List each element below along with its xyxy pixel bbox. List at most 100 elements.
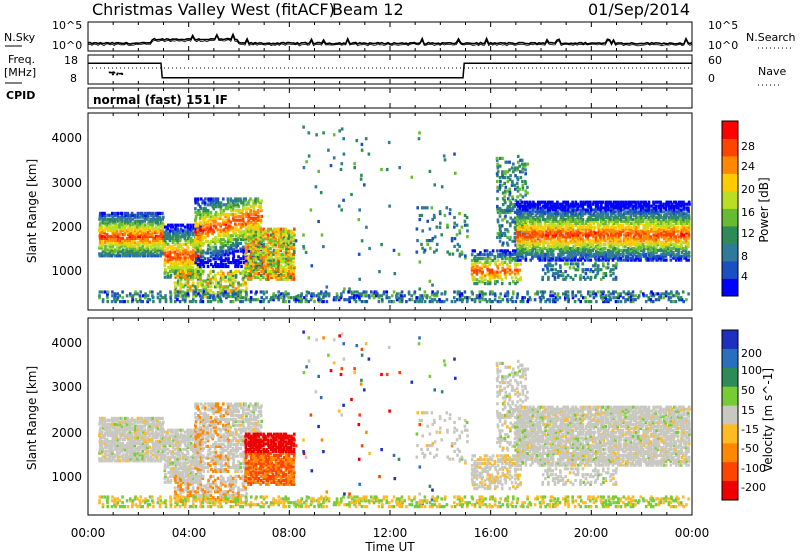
power-cell bbox=[139, 240, 143, 244]
power-cell bbox=[614, 235, 618, 239]
power-cell bbox=[137, 250, 140, 254]
power-cell bbox=[98, 227, 101, 231]
power-cell bbox=[272, 275, 276, 279]
power-cell bbox=[333, 296, 336, 300]
power-cell bbox=[678, 214, 681, 218]
power-cell bbox=[512, 204, 515, 209]
power-cell bbox=[602, 231, 606, 235]
power-cell bbox=[156, 231, 159, 235]
power-cell bbox=[664, 227, 668, 231]
power-cell bbox=[569, 216, 572, 220]
power-cell bbox=[672, 250, 675, 254]
power-cell bbox=[639, 206, 643, 210]
power-cell bbox=[480, 272, 484, 276]
power-cell bbox=[518, 204, 522, 208]
power-cell bbox=[189, 262, 192, 266]
power-cell bbox=[531, 231, 534, 235]
power-cell bbox=[121, 252, 125, 256]
power-cell bbox=[594, 245, 598, 249]
power-cell bbox=[281, 252, 285, 256]
power-cell bbox=[662, 216, 665, 220]
power-cell bbox=[680, 221, 683, 225]
power-cell bbox=[536, 212, 539, 216]
power-cell bbox=[179, 256, 182, 260]
power-cell bbox=[196, 283, 200, 287]
power-cell bbox=[270, 235, 273, 239]
power-cell bbox=[254, 258, 258, 262]
power-cell bbox=[470, 272, 474, 276]
power-cell bbox=[119, 300, 122, 304]
power-cell bbox=[149, 223, 152, 227]
power-cell bbox=[609, 256, 613, 260]
power-cell bbox=[564, 206, 567, 210]
power-cell bbox=[151, 254, 154, 258]
power-cell bbox=[595, 250, 598, 254]
power-cell bbox=[553, 231, 557, 235]
freq-scatter-point bbox=[118, 72, 121, 75]
power-cell bbox=[209, 222, 213, 226]
power-cell bbox=[224, 279, 227, 283]
power-cell bbox=[677, 252, 680, 256]
power-cell bbox=[262, 258, 266, 262]
power-cell bbox=[611, 233, 615, 237]
power-cell bbox=[576, 248, 580, 252]
power-cell bbox=[674, 237, 677, 241]
power-cell bbox=[612, 268, 615, 272]
power-cell bbox=[260, 199, 263, 203]
power-cell bbox=[201, 243, 205, 247]
power-cell bbox=[677, 210, 680, 214]
power-cell bbox=[614, 264, 618, 268]
power-cell bbox=[136, 213, 140, 217]
power-cell bbox=[144, 294, 147, 298]
power-cell bbox=[270, 237, 273, 241]
power-cell bbox=[329, 164, 333, 168]
power-cell bbox=[136, 211, 140, 215]
power-cell bbox=[523, 237, 527, 241]
power-cell bbox=[136, 248, 139, 252]
power-cell bbox=[634, 206, 638, 210]
power-cell bbox=[222, 287, 225, 291]
power-cell bbox=[241, 214, 245, 218]
power-cell bbox=[632, 235, 636, 239]
power-cell bbox=[207, 230, 210, 234]
power-cell bbox=[420, 242, 423, 246]
power-cell bbox=[244, 290, 248, 294]
power-cell bbox=[232, 253, 235, 257]
power-cell bbox=[581, 241, 585, 245]
power-cell bbox=[526, 210, 530, 214]
power-cell bbox=[309, 298, 313, 302]
power-cell bbox=[599, 210, 603, 214]
power-cell bbox=[581, 243, 585, 247]
power-cell bbox=[211, 237, 215, 242]
power-cell bbox=[234, 296, 238, 300]
power-cell bbox=[302, 233, 305, 237]
power-cell bbox=[624, 216, 627, 220]
power-cell bbox=[496, 231, 500, 236]
power-cell bbox=[493, 276, 496, 280]
power-cell bbox=[201, 226, 205, 230]
power-cell bbox=[158, 242, 162, 246]
power-cell bbox=[667, 248, 670, 252]
power-cell bbox=[244, 212, 248, 217]
power-cell bbox=[538, 243, 542, 247]
power-cell bbox=[569, 233, 572, 237]
power-cell bbox=[251, 250, 255, 254]
power-cell bbox=[529, 229, 532, 233]
power-cell bbox=[128, 234, 132, 239]
power-cell bbox=[224, 275, 227, 279]
power-cell bbox=[138, 294, 142, 298]
power-cell bbox=[252, 218, 255, 222]
power-cell bbox=[601, 248, 605, 252]
power-cell bbox=[630, 246, 633, 251]
power-cell bbox=[610, 241, 613, 245]
power-cell bbox=[586, 204, 590, 208]
power-cell bbox=[198, 237, 202, 242]
power-cell bbox=[105, 233, 109, 237]
power-cell bbox=[152, 238, 155, 242]
power-cell bbox=[287, 266, 291, 270]
power-cell bbox=[597, 229, 601, 233]
power-cell bbox=[120, 211, 124, 215]
power-cell bbox=[174, 258, 178, 262]
power-cell bbox=[194, 207, 197, 211]
power-cell bbox=[554, 246, 558, 251]
